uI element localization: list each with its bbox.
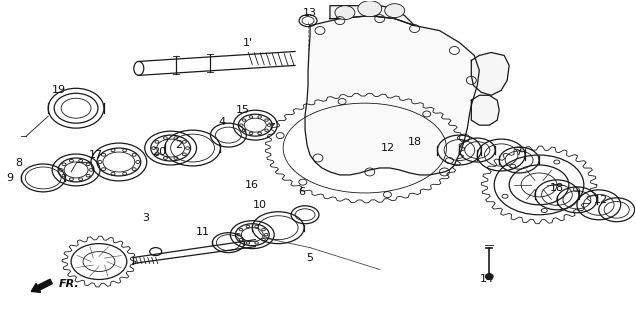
Text: 17: 17	[89, 150, 103, 160]
Text: 20: 20	[151, 147, 166, 157]
Text: 13: 13	[303, 8, 317, 18]
Text: 3: 3	[142, 213, 149, 223]
Polygon shape	[305, 16, 480, 175]
Text: 4: 4	[219, 117, 226, 127]
Text: 19: 19	[52, 85, 66, 95]
Polygon shape	[330, 6, 415, 26]
Text: 1': 1'	[243, 37, 253, 47]
Text: 18: 18	[408, 137, 422, 147]
Text: 7: 7	[516, 147, 523, 157]
Text: 18: 18	[550, 183, 564, 193]
Text: 15: 15	[235, 105, 249, 115]
Text: 12: 12	[593, 195, 608, 205]
Ellipse shape	[335, 6, 355, 20]
Text: 12: 12	[380, 143, 395, 153]
Ellipse shape	[485, 274, 494, 279]
Text: FR.: FR.	[59, 279, 80, 290]
Text: 5: 5	[307, 252, 314, 263]
FancyArrow shape	[31, 279, 52, 292]
Ellipse shape	[358, 1, 382, 17]
Polygon shape	[471, 95, 499, 125]
Text: 8: 8	[16, 158, 23, 168]
Text: 16: 16	[245, 180, 259, 190]
Text: 6: 6	[298, 187, 305, 197]
Text: 9: 9	[6, 173, 13, 183]
Text: 14: 14	[480, 275, 494, 284]
Text: 2: 2	[175, 140, 182, 150]
Polygon shape	[471, 52, 509, 95]
Ellipse shape	[385, 4, 404, 18]
Text: 11: 11	[195, 227, 209, 237]
Text: 10: 10	[253, 200, 267, 210]
